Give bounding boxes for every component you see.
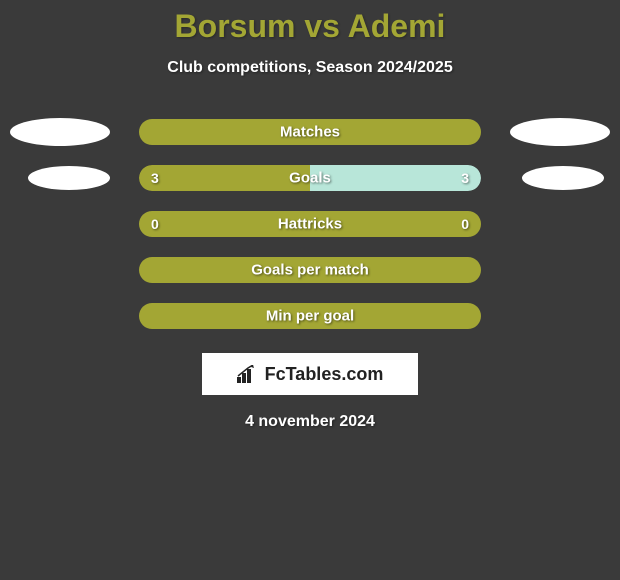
right-value: 3 [461,170,469,186]
bar-label: Goals [289,170,331,187]
bar-goals-per-match: Goals per match [139,257,481,283]
bar-label: Matches [280,124,340,141]
row-goals-per-match: Goals per match [0,247,620,293]
logo-text: FcTables.com [265,364,384,385]
logo-box: FcTables.com [202,353,418,395]
bar-label: Goals per match [251,262,369,279]
logo: FcTables.com [237,364,384,385]
row-matches: Matches [0,109,620,155]
bar-goals: 3 3 Goals [139,165,481,191]
bar-left-half: 3 [139,165,310,191]
row-hattricks: 0 Hattricks 0 [0,201,620,247]
bar-hattricks: 0 Hattricks 0 [139,211,481,237]
left-value: 0 [151,216,159,232]
page-subtitle: Club competitions, Season 2024/2025 [0,59,620,77]
bar-label: Hattricks [278,216,342,233]
comparison-chart: Borsum vs Ademi Club competitions, Seaso… [0,0,620,431]
row-goals: 3 3 Goals [0,155,620,201]
bar-right-half: 3 [310,165,481,191]
date: 4 november 2024 [0,413,620,431]
left-ellipse [28,166,110,190]
chart-rows: Matches 3 3 Goals 0 Hattricks 0 [0,109,620,339]
right-ellipse [510,118,610,146]
right-value: 0 [461,216,469,232]
row-min-per-goal: Min per goal [0,293,620,339]
page-title: Borsum vs Ademi [0,0,620,45]
left-value: 3 [151,170,159,186]
left-ellipse [10,118,110,146]
right-ellipse [522,166,604,190]
bar-label: Min per goal [266,308,354,325]
chart-icon [237,365,259,383]
bar-min-per-goal: Min per goal [139,303,481,329]
bar-matches: Matches [139,119,481,145]
